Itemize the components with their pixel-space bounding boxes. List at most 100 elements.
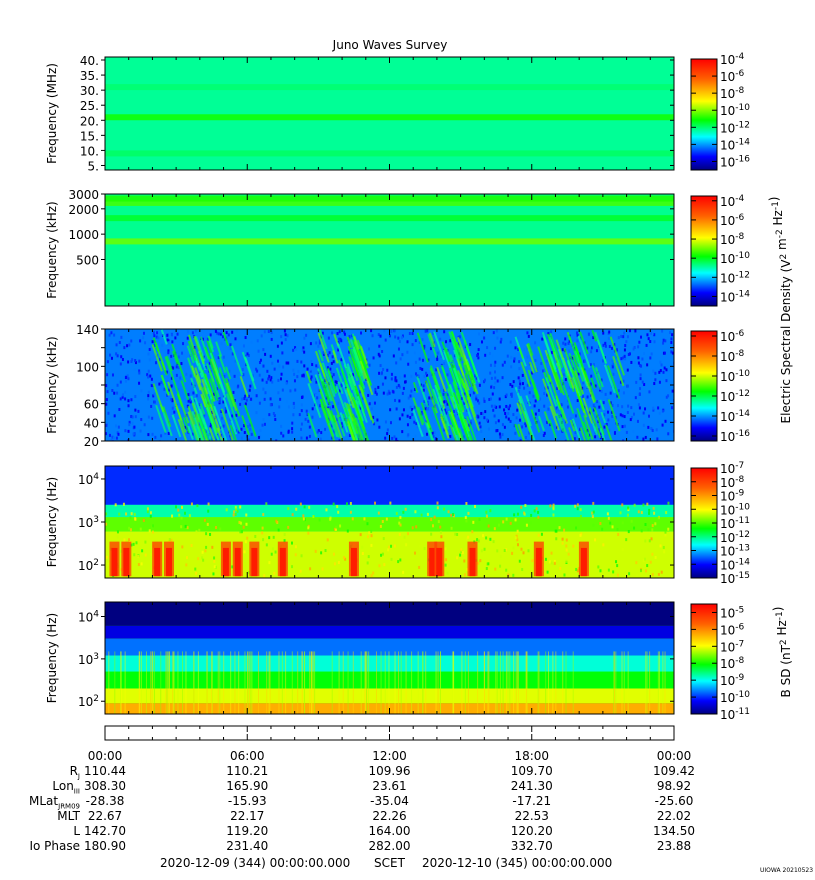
ephemeris-value: 22.26	[372, 809, 407, 823]
noise-pixel	[445, 340, 448, 344]
noise-pixel	[124, 379, 127, 383]
noise-pixel	[586, 395, 589, 399]
noise-pixel	[395, 407, 398, 411]
noise-pixel	[566, 399, 569, 403]
noise-pixel	[339, 524, 342, 528]
burst-streak	[209, 403, 221, 432]
noise-pixel	[305, 333, 308, 337]
noise-pixel	[315, 380, 318, 384]
noise-pixel	[374, 390, 377, 394]
noise-pixel	[590, 346, 593, 350]
noise-pixel	[421, 367, 424, 371]
noise-pixel	[141, 549, 144, 553]
noise-pixel	[128, 423, 131, 427]
noise-pixel	[617, 404, 620, 408]
noise-pixel	[370, 329, 373, 333]
emission-band	[105, 238, 674, 245]
noise-pixel	[105, 432, 108, 436]
noise-pixel	[633, 345, 636, 349]
noise-pixel	[311, 407, 314, 411]
burst-streak	[520, 361, 531, 388]
noise-pixel	[245, 513, 248, 517]
noise-pixel	[300, 436, 303, 440]
noise-pixel	[175, 505, 178, 509]
noise-pixel	[485, 567, 488, 571]
noise-pixel	[394, 335, 397, 339]
noise-pixel	[208, 439, 211, 441]
burst-streak	[359, 386, 375, 424]
noise-pixel	[426, 373, 429, 377]
noise-pixel	[644, 557, 647, 561]
ephemeris-value: 165.90	[226, 779, 269, 793]
noise-pixel	[205, 545, 208, 549]
noise-pixel	[399, 375, 402, 379]
noise-pixel	[132, 432, 135, 436]
burst-streak	[455, 389, 465, 411]
noise-pixel	[637, 361, 640, 365]
burst-streak	[464, 372, 472, 388]
noise-pixel	[268, 561, 271, 565]
noise-pixel	[153, 343, 156, 347]
noise-pixel	[331, 331, 334, 335]
noise-pixel	[338, 389, 341, 393]
noise-pixel	[562, 401, 565, 405]
noise-pixel	[664, 533, 667, 537]
noise-pixel	[359, 406, 362, 410]
noise-pixel	[651, 573, 654, 577]
burst-streak	[200, 393, 207, 408]
emission-band	[105, 199, 674, 206]
burst-streak	[177, 418, 188, 441]
noise-pixel	[330, 424, 333, 428]
noise-pixel	[152, 331, 155, 335]
ephemeris-value: 110.44	[84, 764, 126, 778]
noise-pixel	[245, 522, 248, 526]
noise-pixel	[621, 414, 624, 418]
burst-streak	[206, 363, 220, 398]
noise-pixel	[414, 360, 417, 364]
noise-pixel	[378, 564, 381, 568]
noise-pixel	[663, 351, 666, 355]
noise-pixel	[268, 536, 271, 540]
noise-pixel	[476, 354, 479, 358]
y-tick-label: 5.	[88, 159, 99, 173]
noise-pixel	[474, 374, 477, 378]
burst-streak	[461, 378, 477, 418]
noise-pixel	[387, 389, 390, 393]
noise-pixel	[444, 408, 447, 412]
burst-streak	[318, 349, 324, 362]
noise-pixel	[158, 382, 161, 386]
noise-pixel	[609, 391, 612, 395]
noise-pixel	[222, 355, 225, 359]
burst-streak	[519, 395, 532, 427]
noise-pixel	[616, 527, 619, 531]
noise-pixel	[497, 419, 500, 423]
burst-streak	[577, 366, 585, 382]
noise-pixel	[563, 528, 566, 532]
burst-streak	[194, 357, 204, 378]
noise-pixel	[171, 514, 174, 518]
noise-pixel	[291, 427, 294, 431]
date-start: 2020-12-09 (344) 00:00:00.000	[160, 856, 350, 870]
burst-streak	[441, 341, 451, 362]
noise-pixel	[543, 368, 546, 372]
noise-pixel	[657, 406, 660, 410]
colorbar-tick-label: 10-10	[720, 690, 750, 705]
noise-pixel	[205, 532, 208, 536]
noise-pixel	[525, 523, 528, 527]
noise-pixel	[496, 336, 499, 340]
noise-pixel	[142, 518, 145, 522]
noise-pixel	[113, 333, 116, 337]
noise-pixel	[397, 336, 400, 340]
noise-pixel	[232, 390, 235, 394]
noise-pixel	[513, 513, 516, 517]
noise-pixel	[127, 399, 130, 403]
noise-pixel	[628, 572, 631, 576]
burst-streak	[453, 367, 462, 386]
noise-pixel	[646, 333, 649, 337]
noise-pixel	[151, 524, 154, 528]
noise-pixel	[439, 525, 442, 529]
burst-streak	[457, 337, 471, 371]
noise-pixel	[227, 347, 230, 351]
noise-pixel	[588, 433, 591, 437]
